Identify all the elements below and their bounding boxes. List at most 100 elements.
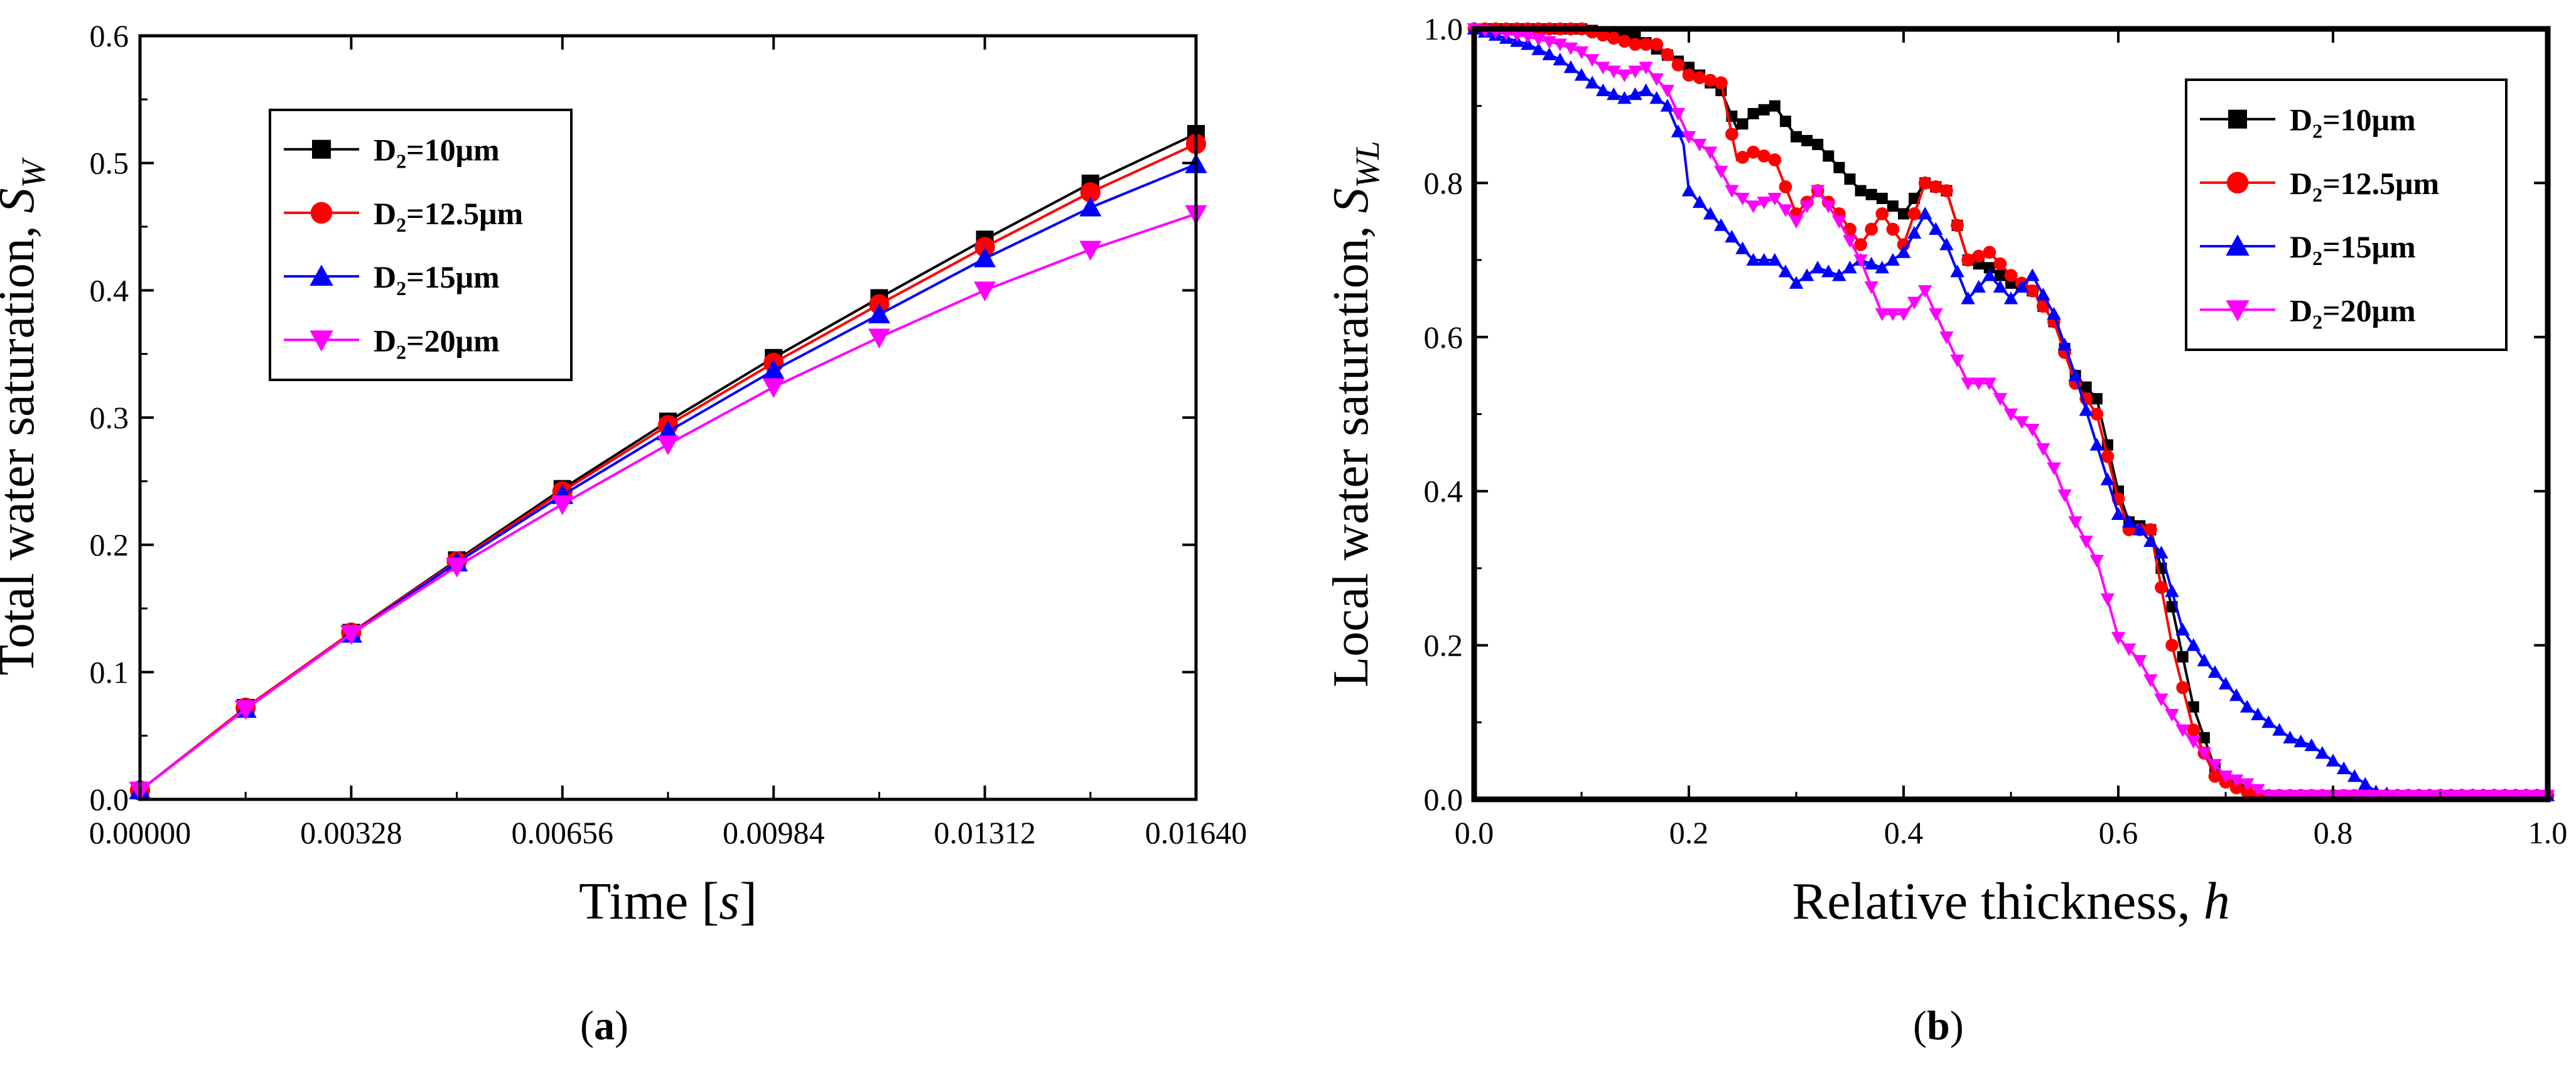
data-point-d20 — [1917, 285, 1932, 298]
data-point-d20 — [2369, 789, 2383, 803]
data-point-d20 — [1799, 200, 1814, 213]
data-point-d125 — [1918, 176, 1932, 190]
data-point-d15 — [2261, 715, 2276, 728]
data-point-d20 — [1649, 73, 1664, 87]
y-tick-label: 0.2 — [1424, 628, 1463, 663]
data-point-d15 — [2186, 638, 2201, 651]
data-point-d15 — [2111, 507, 2126, 521]
data-point-d15 — [1982, 268, 1997, 281]
data-point-d125 — [1757, 149, 1771, 163]
legend-a: D2=10μm D2=12.5μm D2=15μm D2=20μm — [269, 109, 573, 381]
data-point-d20 — [1929, 308, 1943, 322]
data-point-d20 — [2454, 789, 2469, 803]
data-point-d125 — [1875, 207, 1889, 220]
data-point-d20 — [1939, 331, 1954, 345]
x-tick-label: 0.00984 — [723, 815, 825, 850]
data-point-d10 — [1844, 173, 1856, 185]
data-point-d20 — [340, 625, 362, 646]
x-tick-label: 0.01312 — [934, 815, 1036, 850]
data-point-d20 — [2197, 747, 2212, 760]
x-tick-label: 1.0 — [2528, 815, 2568, 850]
data-point-d20 — [2079, 535, 2093, 549]
data-point-d20 — [1843, 235, 1857, 248]
data-point-d20 — [1735, 192, 1750, 206]
data-point-d15 — [1929, 222, 1943, 235]
data-point-d20 — [1950, 354, 1964, 367]
data-point-d15 — [1875, 261, 1890, 274]
legend-marker-d20 — [2226, 300, 2250, 322]
data-point-d15 — [762, 359, 785, 380]
legend-item-d15: D2=15μm — [2200, 229, 2416, 269]
data-point-d15 — [2121, 515, 2137, 528]
data-point-d125 — [1714, 76, 1728, 90]
data-point-d20 — [2379, 789, 2394, 803]
legend-label: D2=15μm — [374, 259, 500, 300]
legend-item-d10: D2=10μm — [284, 132, 500, 173]
data-point-d15 — [2047, 306, 2061, 320]
data-point-d15 — [1757, 252, 1771, 266]
data-point-d10 — [1758, 104, 1770, 116]
data-point-d20 — [2175, 724, 2190, 737]
series-d20 — [129, 205, 1207, 802]
data-point-d15 — [2315, 746, 2330, 759]
data-point-d10 — [1909, 192, 1921, 204]
data-point-d20 — [1896, 308, 1911, 322]
data-point-d125 — [1854, 238, 1867, 251]
data-point-d125 — [2165, 639, 2179, 652]
x-tick-label: 0.8 — [2314, 815, 2353, 850]
data-point-d20 — [1778, 204, 1793, 217]
data-point-d15 — [2336, 761, 2351, 774]
data-point-d15 — [1993, 279, 2008, 293]
data-point-d20 — [2315, 789, 2330, 803]
y-tick-label: 1.0 — [1424, 11, 1463, 46]
data-point-d20 — [1563, 42, 1578, 55]
data-point-d15 — [1607, 87, 1621, 100]
data-point-d20 — [1639, 62, 1653, 75]
data-point-d15 — [2057, 337, 2072, 351]
y-tick-label: 0.0 — [1424, 782, 1463, 817]
data-point-d20 — [2412, 789, 2427, 803]
data-point-d20 — [1757, 197, 1771, 210]
data-point-d15 — [1553, 52, 1568, 66]
data-point-d20 — [1971, 377, 1986, 391]
data-point-d125 — [1747, 145, 1760, 159]
x-tick-label: 0.4 — [1884, 815, 1924, 850]
data-point-d125 — [1661, 48, 1674, 62]
data-point-d15 — [2347, 769, 2362, 782]
data-point-d20 — [1864, 281, 1878, 295]
data-point-d15 — [2089, 438, 2104, 451]
legend-label: D2=15μm — [2290, 229, 2416, 269]
data-point-d20 — [1617, 69, 1632, 82]
data-point-d125 — [1639, 38, 1652, 51]
data-point-d20 — [2068, 516, 2083, 529]
data-point-d20 — [2132, 655, 2147, 668]
data-point-d15 — [1585, 75, 1600, 89]
x-axis-label: Time [s] — [579, 872, 757, 931]
data-point-d20 — [1681, 131, 1696, 144]
legend-item-d20: D2=20μm — [2200, 293, 2416, 333]
data-point-d20 — [762, 378, 785, 398]
data-point-d20 — [2057, 489, 2072, 502]
data-point-d20 — [1810, 185, 1825, 198]
caption-b: (b) — [1913, 1003, 1964, 1049]
data-point-d20 — [2207, 759, 2223, 772]
x-tick-label: 0.6 — [2099, 815, 2138, 850]
data-point-d15 — [1950, 264, 1964, 278]
data-point-d15 — [1714, 218, 1728, 231]
legend-item-d15: D2=15μm — [284, 259, 500, 300]
data-point-d20 — [2358, 789, 2373, 803]
y-axis-label: Total water saturation, SW — [0, 156, 52, 675]
data-point-d20 — [1993, 392, 2008, 406]
data-point-d125 — [2229, 781, 2243, 794]
data-point-d15 — [2207, 665, 2223, 678]
data-point-d15 — [1767, 252, 1782, 266]
data-point-d20 — [2111, 632, 2126, 645]
data-point-d15 — [1961, 291, 1975, 305]
data-point-d10 — [1887, 200, 1899, 212]
data-point-d20 — [551, 495, 574, 516]
data-point-d15 — [2218, 676, 2233, 689]
data-point-d125 — [1671, 58, 1685, 72]
data-point-d10 — [1779, 116, 1791, 127]
data-point-d20 — [2401, 789, 2415, 803]
x-tick-label: 0.00328 — [300, 815, 402, 850]
